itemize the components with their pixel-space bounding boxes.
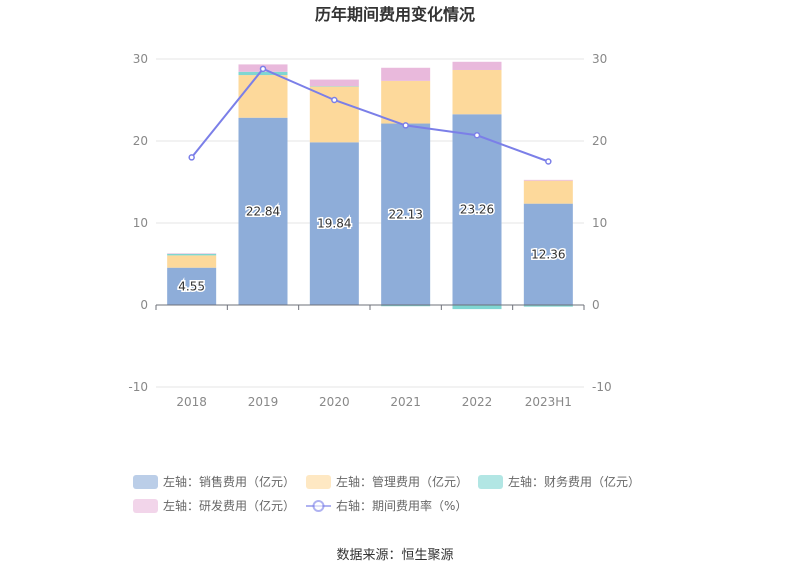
bar-segment [309, 86, 359, 87]
expense-rate-point [188, 154, 195, 161]
legend-label: 左轴：销售费用（亿元） [163, 474, 295, 489]
bar-segment [381, 67, 431, 81]
expense-rate-point [473, 132, 481, 139]
bars-group [167, 61, 573, 310]
x-axis-tick-label: 2020 [319, 395, 350, 409]
x-axis-tick-label: 2023H1 [525, 395, 572, 409]
legend-swatch [133, 475, 158, 489]
bar-segment [381, 123, 431, 305]
right-axis-tick-label: 0 [592, 298, 600, 312]
left-axis-ticks: 30 20 10 0 -10 [128, 52, 148, 394]
right-axis-tick-label: -10 [592, 380, 612, 394]
right-axis-ticks: 30 20 10 0 -10 [592, 52, 612, 394]
left-axis-tick-label: 20 [133, 134, 148, 148]
bar-segment [167, 255, 217, 268]
bar-segment [238, 117, 288, 305]
bar-segment [452, 69, 502, 115]
legend-label: 左轴：研发费用（亿元） [163, 498, 295, 513]
legend-label: 右轴：期间费用率（%） [336, 498, 467, 513]
bar-segment [238, 71, 288, 76]
x-axis-tick-label: 2021 [390, 395, 421, 409]
bar-labels: 4.55 22.84 19.84 22.13 23.26 12.36 [177, 201, 567, 295]
legend-swatch [306, 475, 331, 489]
legend-swatch [478, 475, 503, 489]
expense-rate-line-group [188, 65, 552, 165]
legend-line-marker [312, 500, 325, 512]
legend-label: 左轴：财务费用（亿元） [508, 474, 640, 489]
sales-value-label: 22.84 [246, 204, 280, 218]
x-axis-tick-label: 2019 [248, 395, 279, 409]
sales-value-label: 4.55 [178, 279, 205, 293]
sales-value-label: 23.26 [460, 203, 494, 217]
x-axis: 2018 2019 2020 2021 2022 2023H1 [155, 304, 585, 409]
bar-segment [452, 305, 502, 310]
left-axis-tick-label: 10 [133, 216, 148, 230]
bar-segment [523, 180, 573, 204]
sales-value-label: 22.13 [388, 207, 422, 221]
bar-segment [523, 179, 573, 181]
legend: 左轴：销售费用（亿元） 左轴：管理费用（亿元） 左轴：财务费用（亿元） 左轴：研发费用… [133, 474, 640, 513]
sales-value-label: 12.36 [531, 247, 565, 261]
expense-rate-point [259, 65, 267, 73]
legend-label: 左轴：管理费用（亿元） [336, 474, 468, 489]
bar-segment [238, 75, 288, 118]
bar-segment [167, 253, 217, 254]
bar-segment [523, 305, 573, 307]
bar-segment [167, 253, 217, 256]
bar-segment [452, 61, 502, 70]
expense-rate-point [331, 96, 338, 104]
x-axis-tick-label: 2022 [462, 395, 493, 409]
data-source: 数据来源：恒生聚源 [336, 548, 453, 563]
sales-value-label: 19.84 [317, 217, 351, 231]
bar-segment [309, 79, 359, 87]
right-axis-tick-label: 30 [592, 52, 607, 66]
bar-segment [381, 305, 431, 307]
bar-segment [452, 114, 502, 305]
x-axis-tick-label: 2018 [176, 395, 207, 409]
right-axis-tick-label: 10 [592, 216, 607, 230]
chart-title: 历年期间费用变化情况 [315, 5, 475, 24]
legend-swatch [133, 499, 158, 513]
gridlines [156, 58, 584, 388]
left-axis-tick-label: -10 [128, 380, 148, 394]
bar-segment [381, 80, 431, 124]
bar-segment [523, 203, 573, 305]
expense-rate-point [402, 122, 409, 129]
bar-segment [167, 267, 217, 305]
left-axis-tick-label: 0 [140, 298, 148, 312]
bar-segment [309, 142, 359, 305]
left-axis-tick-label: 30 [133, 52, 148, 66]
right-axis-tick-label: 20 [592, 134, 607, 148]
expense-rate-point [545, 158, 552, 165]
expense-rate-line [190, 67, 549, 163]
bar-segment [309, 86, 359, 143]
